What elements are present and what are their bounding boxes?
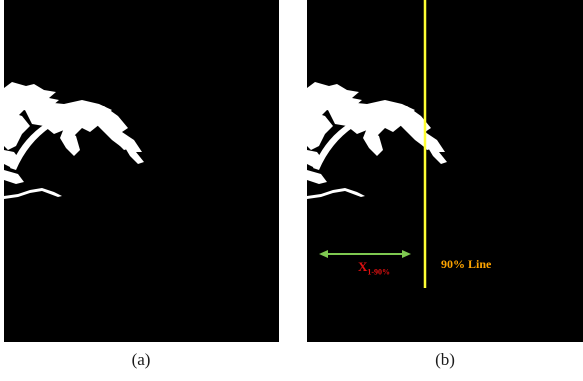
panel-a-image <box>4 0 279 342</box>
ninety-percent-line-label: 90% Line <box>441 257 492 271</box>
leaf-silhouette-a <box>4 82 144 199</box>
width-arrow <box>319 250 411 258</box>
caption-b: (b) <box>435 350 455 369</box>
x-distance-label: X1-90% <box>358 259 391 277</box>
caption-a: (a) <box>131 350 151 369</box>
panel-b-image: X1-90% 90% Line <box>307 0 583 342</box>
leaf-silhouette-b <box>307 0 447 288</box>
